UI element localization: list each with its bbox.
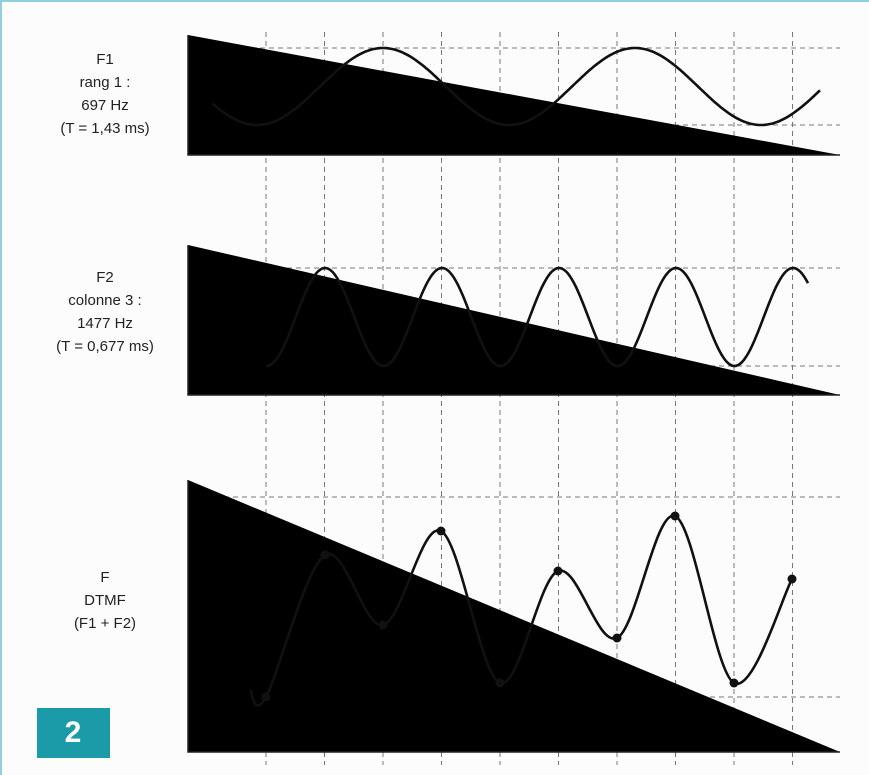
panel-label: F1 [96,51,114,68]
wave-f1 [211,46,821,127]
sample-dots [261,511,797,702]
panel-label: (T = 0,677 ms) [56,338,154,355]
dot [729,678,739,688]
dot [787,574,797,584]
dot [378,620,388,630]
panel-label: DTMF [84,592,126,609]
badge [37,708,110,758]
panel-label: F2 [96,269,114,286]
panel-label: 1477 Hz [77,315,133,332]
axis-1 [187,35,840,156]
dot [612,633,622,643]
panel-label: colonne 3 : [68,292,141,309]
labels: F1 rang 1 : 697 Hz (T = 1,43 ms) F2 colonne 3… [56,51,154,632]
axis-2 [187,245,840,396]
dot [436,526,446,536]
dot [553,566,563,576]
axis-3 [187,480,840,753]
dot [261,692,271,702]
dot [320,550,330,560]
dot [670,511,680,521]
panel-label: (F1 + F2) [74,615,136,632]
badge-text: 2 [65,716,82,749]
panel-label: 697 Hz [81,97,129,114]
panel-label: (T = 1,43 ms) [60,120,149,137]
dot [495,678,505,688]
panel-label: F [100,569,109,586]
axes [187,35,840,753]
wave-f2 [265,266,810,368]
panel-label: rang 1 : [80,74,131,91]
